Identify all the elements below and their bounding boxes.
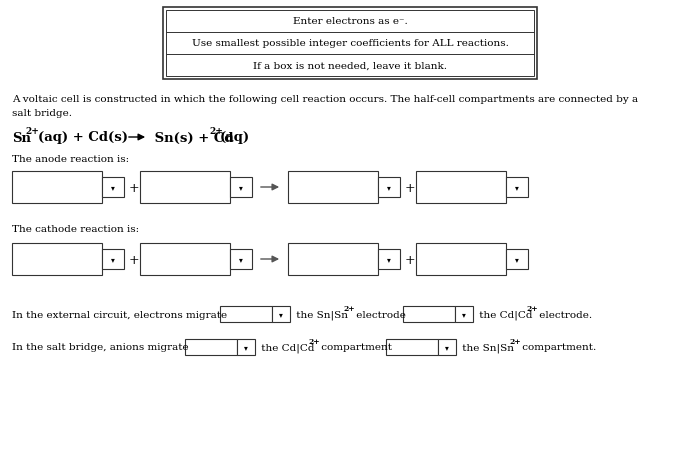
Text: Sn: Sn (12, 131, 31, 144)
Text: ▾: ▾ (239, 183, 243, 192)
Bar (455, 306, 473, 322)
Bar (12, 172, 102, 203)
Bar (272, 306, 290, 322)
Text: ▾: ▾ (111, 183, 115, 192)
Text: 2+: 2+ (209, 127, 223, 136)
Text: Use smallest possible integer coefficients for ALL reactions.: Use smallest possible integer coefficien… (192, 39, 508, 48)
Text: In the external circuit, electrons migrate: In the external circuit, electrons migra… (12, 310, 227, 319)
Bar (506, 178, 528, 198)
Text: ▾: ▾ (239, 255, 243, 264)
Text: 2+: 2+ (526, 304, 538, 312)
Text: electrode.: electrode. (536, 310, 592, 319)
Text: (aq): (aq) (220, 131, 250, 144)
Bar (102, 178, 124, 198)
Bar (416, 172, 506, 203)
Text: ▾: ▾ (387, 183, 391, 192)
Text: ▾: ▾ (244, 343, 248, 352)
Bar (220, 306, 272, 322)
Bar (237, 339, 255, 355)
Text: 2+: 2+ (343, 304, 355, 312)
Text: The cathode reaction is:: The cathode reaction is: (12, 225, 139, 234)
Text: Sn(s) + Cd: Sn(s) + Cd (150, 131, 234, 144)
Text: 2+: 2+ (308, 337, 320, 345)
Text: A voltaic cell is constructed in which the following cell reaction occurs. The h: A voltaic cell is constructed in which t… (12, 95, 638, 104)
Text: +: + (129, 181, 139, 194)
Bar (140, 244, 230, 276)
Text: compartment.: compartment. (519, 343, 596, 352)
Text: In the salt bridge, anions migrate: In the salt bridge, anions migrate (12, 343, 188, 352)
Text: ▾: ▾ (387, 255, 391, 264)
Text: ▾: ▾ (279, 310, 283, 319)
Bar (12, 244, 102, 276)
Bar (378, 249, 400, 269)
Text: the Cd|Cd: the Cd|Cd (258, 342, 314, 352)
Text: 2+: 2+ (509, 337, 521, 345)
Bar (230, 178, 252, 198)
Text: electrode: electrode (353, 310, 406, 319)
Bar (185, 339, 237, 355)
Bar (438, 339, 456, 355)
Text: If a box is not needed, leave it blank.: If a box is not needed, leave it blank. (253, 61, 447, 70)
Bar (416, 244, 506, 276)
Text: The anode reaction is:: The anode reaction is: (12, 155, 129, 164)
Text: ▾: ▾ (445, 343, 449, 352)
Bar (230, 249, 252, 269)
Text: the Sn|Sn: the Sn|Sn (293, 309, 348, 319)
Bar (166, 11, 534, 77)
Text: ▾: ▾ (111, 255, 115, 264)
Text: Enter electrons as e⁻.: Enter electrons as e⁻. (293, 18, 407, 27)
Text: the Cd|Cd: the Cd|Cd (476, 309, 533, 319)
Text: ▾: ▾ (462, 310, 466, 319)
Text: +: + (405, 181, 416, 194)
Text: +: + (405, 253, 416, 266)
Bar (163, 8, 537, 80)
Bar (288, 172, 378, 203)
Bar (140, 172, 230, 203)
Text: +: + (129, 253, 139, 266)
Text: ▾: ▾ (515, 183, 519, 192)
Bar (386, 339, 438, 355)
Text: salt bridge.: salt bridge. (12, 109, 72, 118)
Text: (aq) + Cd(s): (aq) + Cd(s) (38, 131, 132, 144)
Bar (378, 178, 400, 198)
Bar (403, 306, 455, 322)
Text: compartment: compartment (318, 343, 392, 352)
Bar (102, 249, 124, 269)
Text: 2+: 2+ (25, 127, 39, 136)
Bar (506, 249, 528, 269)
Text: the Sn|Sn: the Sn|Sn (459, 342, 514, 352)
Bar (288, 244, 378, 276)
Text: ▾: ▾ (515, 255, 519, 264)
